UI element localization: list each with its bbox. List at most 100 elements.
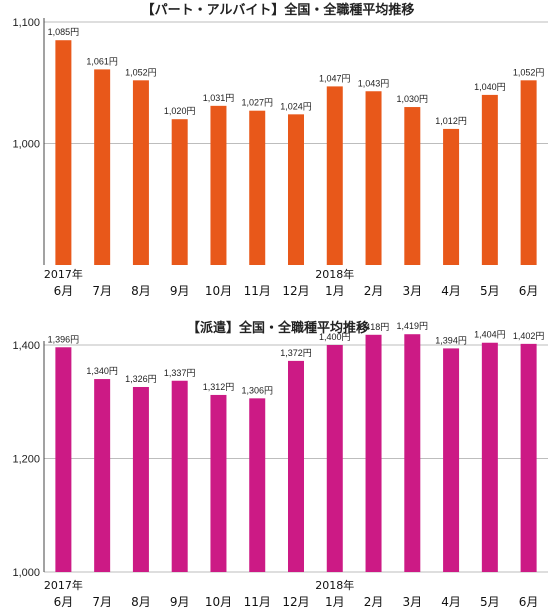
data-label: 1,394円 bbox=[435, 335, 467, 345]
x-tick-label: 2月 bbox=[364, 595, 384, 609]
data-label: 1,085円 bbox=[48, 27, 80, 37]
y-tick-label: 1,100 bbox=[12, 17, 40, 29]
x-tick-label: 12月 bbox=[282, 284, 309, 298]
bar bbox=[404, 334, 421, 572]
bar bbox=[326, 345, 343, 572]
data-label: 1,400円 bbox=[319, 332, 351, 342]
data-label: 1,312円 bbox=[203, 382, 235, 392]
data-label: 1,418円 bbox=[358, 322, 390, 332]
x-tick-label: 11月 bbox=[244, 284, 271, 298]
x-tick-label: 7月 bbox=[92, 284, 112, 298]
y-tick-label: 1,400 bbox=[12, 340, 40, 352]
chart-title: 【派遣】全国・全職種平均推移 bbox=[187, 320, 369, 336]
x-tick-label: 4月 bbox=[441, 595, 461, 609]
bar bbox=[94, 69, 111, 265]
x-tick-label: 8月 bbox=[131, 595, 151, 609]
bar bbox=[365, 91, 382, 265]
data-label: 1,402円 bbox=[513, 331, 545, 341]
x-tick-label: 10月 bbox=[205, 595, 232, 609]
bar bbox=[288, 360, 304, 572]
bar-series bbox=[55, 334, 537, 572]
chart-title: 【パート・アルバイト】全国・全職種平均推移 bbox=[142, 2, 415, 18]
bar bbox=[481, 342, 498, 572]
data-label: 1,031円 bbox=[203, 93, 235, 103]
bar bbox=[210, 394, 227, 572]
x-tick-label: 5月 bbox=[480, 284, 500, 298]
data-label: 1,027円 bbox=[241, 98, 273, 108]
x-tick-label: 1月 bbox=[325, 595, 345, 609]
data-label: 1,052円 bbox=[125, 67, 157, 77]
bar bbox=[443, 348, 460, 572]
x-tick-label: 10月 bbox=[205, 284, 232, 298]
bar bbox=[171, 380, 188, 572]
x-tick-label: 12月 bbox=[282, 595, 309, 609]
x-tick-label: 6月 bbox=[54, 284, 74, 298]
bar bbox=[365, 334, 382, 572]
data-label: 1,020円 bbox=[164, 106, 196, 116]
bar bbox=[55, 40, 72, 265]
data-label: 1,396円 bbox=[48, 334, 80, 344]
data-label: 1,052円 bbox=[513, 67, 545, 77]
bar bbox=[132, 386, 149, 572]
data-labels: 1,085円 1,061円 1,052円 1,020円 1,031円 1,027円 1,02… bbox=[48, 27, 545, 126]
x-tick-label: 7月 bbox=[92, 595, 112, 609]
y-tick-label: 1,200 bbox=[12, 454, 40, 466]
y-axis-ticks: 1,000 1,200 1,400 bbox=[12, 340, 40, 579]
data-label: 1,372円 bbox=[280, 348, 312, 358]
year-label: 2017年 bbox=[44, 578, 83, 592]
x-tick-label: 2月 bbox=[364, 284, 384, 298]
bar bbox=[481, 94, 498, 266]
bar bbox=[249, 398, 266, 572]
x-tick-label: 6月 bbox=[519, 595, 539, 609]
bar bbox=[94, 379, 111, 572]
data-label: 1,047円 bbox=[319, 73, 351, 83]
year-label: 2017年 bbox=[44, 267, 83, 281]
bar bbox=[210, 105, 227, 266]
data-label: 1,030円 bbox=[397, 94, 429, 104]
x-tick-label: 3月 bbox=[402, 284, 422, 298]
x-axis-categories: 6月 7月 8月 9月 10月 11月 12月 1月 2月 3月 4月 5月 6月 bbox=[54, 595, 539, 609]
bar bbox=[520, 80, 537, 265]
x-axis-categories: 6月 7月 8月 9月 10月 11月 12月 1月 2月 3月 4月 5月 6月 bbox=[54, 284, 539, 298]
data-label: 1,340円 bbox=[86, 366, 118, 376]
y-tick-label: 1,000 bbox=[12, 139, 40, 151]
year-label: 2018年 bbox=[315, 267, 354, 281]
x-tick-label: 1月 bbox=[325, 284, 345, 298]
data-label: 1,306円 bbox=[241, 385, 273, 395]
bar bbox=[520, 343, 537, 572]
data-label: 1,337円 bbox=[164, 368, 196, 378]
bar bbox=[404, 107, 421, 265]
data-labels: 1,396円 1,340円 1,326円 1,337円 1,312円 1,306円 1,37… bbox=[48, 321, 545, 395]
x-tick-label: 6月 bbox=[519, 284, 539, 298]
x-tick-label: 9月 bbox=[170, 595, 190, 609]
data-label: 1,326円 bbox=[125, 374, 157, 384]
x-tick-label: 5月 bbox=[480, 595, 500, 609]
x-tick-label: 4月 bbox=[441, 284, 461, 298]
x-tick-label: 6月 bbox=[54, 595, 74, 609]
data-label: 1,043円 bbox=[358, 78, 390, 88]
x-axis-years: 2017年 2018年 bbox=[44, 578, 354, 592]
bar bbox=[288, 114, 304, 265]
data-label: 1,404円 bbox=[474, 330, 506, 340]
data-label: 1,012円 bbox=[435, 116, 467, 126]
data-label: 1,061円 bbox=[86, 56, 118, 66]
bar-series bbox=[55, 40, 537, 266]
bar bbox=[171, 119, 188, 265]
year-label: 2018年 bbox=[315, 578, 354, 592]
y-tick-label: 1,000 bbox=[12, 567, 40, 579]
x-tick-label: 11月 bbox=[244, 595, 271, 609]
data-label: 1,024円 bbox=[280, 101, 312, 111]
bar bbox=[132, 80, 149, 265]
y-axis-ticks: 1,000 1,100 bbox=[12, 17, 40, 151]
x-tick-label: 9月 bbox=[170, 284, 190, 298]
bar bbox=[443, 128, 460, 265]
bar bbox=[326, 86, 343, 266]
x-axis-years: 2017年 2018年 bbox=[44, 267, 354, 281]
x-tick-label: 3月 bbox=[402, 595, 422, 609]
data-label: 1,419円 bbox=[397, 321, 429, 331]
x-tick-label: 8月 bbox=[131, 284, 151, 298]
